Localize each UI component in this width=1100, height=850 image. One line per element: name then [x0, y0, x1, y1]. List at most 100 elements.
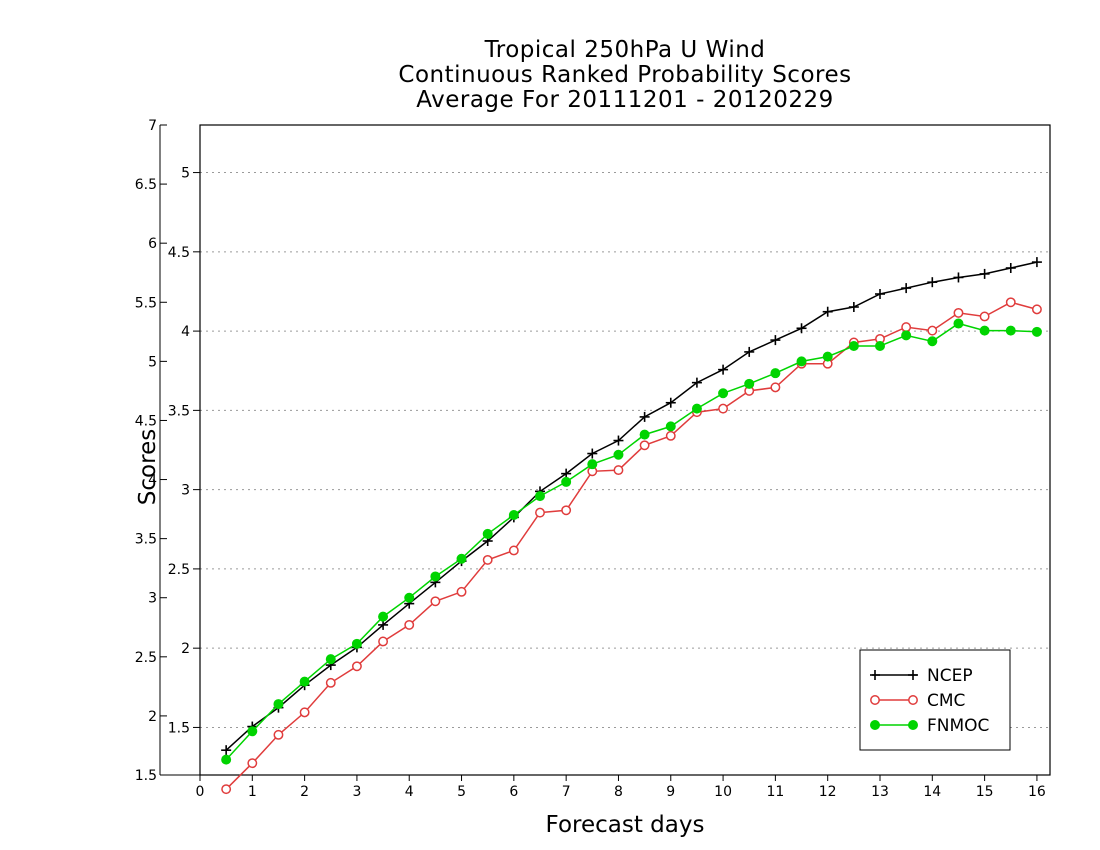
- data-point-cmc: [404, 619, 415, 630]
- data-point-fnmoc: [901, 330, 912, 341]
- data-point-fnmoc: [404, 592, 415, 603]
- data-point-fnmoc: [351, 638, 362, 649]
- data-point-fnmoc: [613, 449, 624, 460]
- y-left-tick-label: 4.5: [135, 413, 157, 429]
- x-tick-label: 6: [509, 784, 518, 800]
- data-point-cmc: [351, 661, 362, 672]
- data-point-fnmoc: [247, 726, 258, 737]
- y-left-tick-label: 3.5: [135, 532, 157, 548]
- data-point-cmc: [325, 677, 336, 688]
- data-point-fnmoc: [1031, 326, 1042, 337]
- y-left-tick-label: 4: [148, 473, 157, 489]
- data-point-cmc: [639, 440, 650, 451]
- data-point-fnmoc: [482, 528, 493, 539]
- y-inner-tick-label: 5: [181, 166, 190, 182]
- y-inner-tick-label: 1.5: [168, 720, 190, 736]
- y-inner-tick-label: 2.5: [168, 562, 190, 578]
- x-tick-label: 7: [562, 784, 571, 800]
- x-tick-label: 14: [923, 784, 941, 800]
- data-point-cmc: [430, 596, 441, 607]
- data-point-fnmoc: [378, 611, 389, 622]
- legend-marker-fnmoc: [908, 720, 918, 730]
- data-point-cmc: [561, 505, 572, 516]
- data-point-fnmoc: [691, 403, 702, 414]
- title-line-3: Average For 20111201 - 20120229: [416, 87, 834, 113]
- series-group: [221, 257, 1042, 795]
- data-point-cmc: [482, 554, 493, 565]
- x-tick-label: 5: [457, 784, 466, 800]
- data-point-cmc: [927, 325, 938, 336]
- x-tick-label: 0: [196, 784, 205, 800]
- y-left-tick-label: 7: [148, 118, 157, 134]
- x-tick-label: 10: [714, 784, 732, 800]
- data-point-fnmoc: [718, 388, 729, 399]
- y-axis-inner: 1.5 2 2.5 3 3.5 4 4.5 5: [168, 166, 200, 736]
- data-point-cmc: [508, 545, 519, 556]
- y-left-tick-label: 3: [148, 591, 157, 607]
- x-tick-label: 11: [766, 784, 784, 800]
- data-point-fnmoc: [822, 351, 833, 362]
- data-point-fnmoc: [508, 510, 519, 520]
- data-point-fnmoc: [325, 654, 336, 665]
- y-inner-tick-label: 3.5: [168, 403, 190, 419]
- data-point-fnmoc: [273, 699, 284, 710]
- data-point-fnmoc: [430, 571, 441, 582]
- legend-marker-cmc: [908, 695, 918, 705]
- x-tick-label: 9: [666, 784, 675, 800]
- x-tick-label: 8: [614, 784, 623, 800]
- series-fnmoc: [221, 318, 1042, 765]
- data-point-fnmoc: [979, 325, 990, 336]
- data-point-fnmoc: [561, 476, 572, 487]
- x-tick-label: 12: [819, 784, 837, 800]
- data-point-cmc: [535, 507, 545, 518]
- data-point-cmc: [1031, 304, 1042, 315]
- data-point-fnmoc: [953, 318, 964, 329]
- x-tick-label: 1: [248, 784, 257, 800]
- data-point-fnmoc: [639, 429, 650, 440]
- y-left-tick-label: 2: [148, 709, 157, 725]
- data-point-cmc: [247, 758, 258, 769]
- data-point-cmc: [979, 311, 990, 322]
- x-tick-label: 16: [1028, 784, 1046, 800]
- legend-label-fnmoc: FNMOC: [927, 716, 989, 736]
- x-tick-label: 15: [976, 784, 994, 800]
- x-tick-label: 3: [352, 784, 361, 800]
- data-point-fnmoc: [456, 553, 467, 564]
- data-point-fnmoc: [770, 368, 781, 379]
- data-point-cmc: [456, 586, 467, 597]
- data-point-cmc: [770, 382, 781, 393]
- title-line-2: Continuous Ranked Probability Scores: [398, 62, 852, 88]
- data-point-fnmoc: [221, 754, 232, 765]
- data-point-fnmoc: [875, 341, 885, 351]
- y-inner-tick-label: 4.5: [168, 245, 190, 261]
- x-tick-label: 13: [871, 784, 889, 800]
- data-point-fnmoc: [848, 341, 859, 351]
- x-tick-label: 4: [405, 784, 414, 800]
- y-inner-tick-label: 4: [181, 324, 190, 340]
- y-axis-left: 1.5 2 2.5 3 3.5 4 4.5 5 5.5 6 6.5 7: [135, 118, 167, 784]
- legend: NCEP CMC FNMOC: [859, 649, 1011, 751]
- y-inner-tick-label: 2: [181, 641, 190, 657]
- legend-label-ncep: NCEP: [927, 666, 973, 686]
- data-point-cmc: [221, 784, 232, 795]
- data-point-fnmoc: [744, 378, 755, 389]
- data-point-cmc: [613, 465, 624, 476]
- y-left-tick-label: 6: [148, 236, 157, 252]
- data-point-fnmoc: [927, 336, 938, 347]
- data-point-cmc: [901, 322, 912, 333]
- y-left-tick-label: 5.5: [135, 295, 157, 311]
- chart-title: Tropical 250hPa U Wind Continuous Ranked…: [200, 38, 1050, 113]
- y-left-tick-label: 2.5: [135, 650, 157, 666]
- legend-label-cmc: CMC: [927, 691, 965, 711]
- y-axis-label: Scores: [135, 429, 161, 505]
- data-point-fnmoc: [665, 421, 676, 432]
- data-point-cmc: [665, 430, 676, 441]
- y-inner-tick-label: 3: [181, 483, 190, 499]
- legend-marker-fnmoc: [870, 720, 880, 730]
- data-point-fnmoc: [535, 491, 545, 502]
- y-left-tick-label: 1.5: [135, 768, 157, 784]
- plot-frame: [199, 124, 1051, 776]
- y-left-tick-label: 5: [148, 354, 157, 370]
